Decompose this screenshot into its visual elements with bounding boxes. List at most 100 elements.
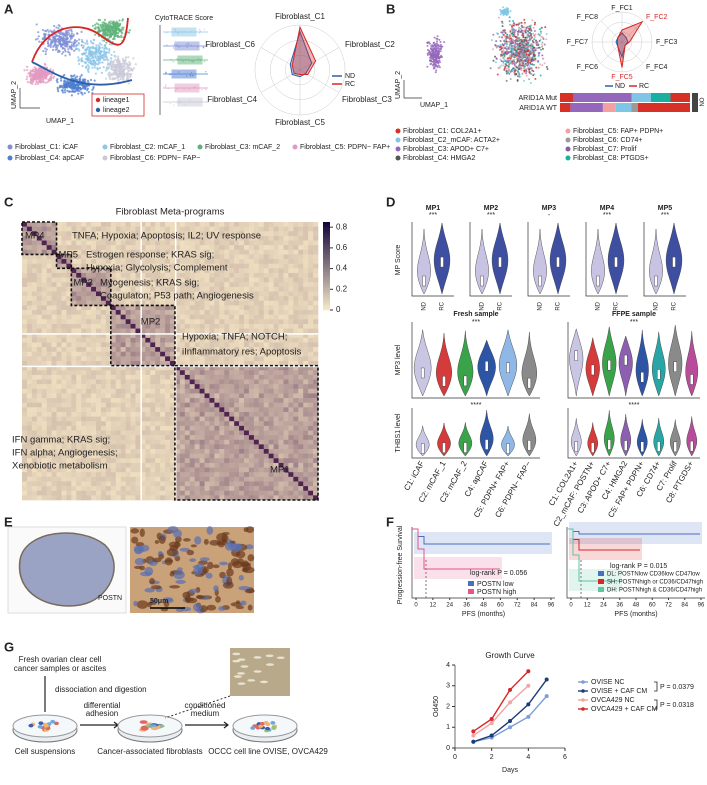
umap-dot (108, 43, 112, 46)
heatmap-cell (234, 314, 240, 320)
umap-dot (50, 73, 53, 77)
umap-dot (106, 58, 109, 62)
heatmap-cell (66, 328, 72, 334)
outlier (170, 58, 172, 61)
umap-dot (517, 50, 520, 53)
heatmap-cell (273, 370, 279, 376)
umap-dot (37, 72, 41, 75)
umap-dot (40, 71, 44, 74)
umap-dot (60, 44, 63, 47)
heatmap-cell (268, 300, 274, 306)
heatmap-cell (268, 245, 274, 251)
heatmap-cell (253, 259, 260, 264)
umap-dot (89, 78, 93, 82)
umap-dot (538, 34, 541, 37)
heatmap-cell (46, 296, 52, 302)
heatmap-cell (125, 356, 131, 362)
umap-dot (502, 33, 505, 36)
heatmap-cell (229, 282, 235, 288)
umap-dot (522, 66, 525, 69)
umap-dot (116, 59, 119, 62)
umap-dot (73, 82, 76, 85)
heatmap-cell (41, 342, 47, 348)
radar-label: F_FC6 (577, 64, 599, 71)
box (171, 69, 197, 79)
umap-dot (44, 47, 47, 50)
heatmap-cell (81, 361, 87, 366)
umap-dot (426, 65, 429, 68)
heatmap-cell (46, 351, 52, 357)
heatmap-cell (219, 254, 225, 260)
heatmap-cell (204, 272, 210, 278)
umap-dot (109, 63, 112, 66)
umap-dot (109, 22, 112, 26)
heatmap-cell (46, 319, 52, 325)
heatmap-cell (179, 374, 186, 380)
umap-dot (42, 49, 45, 53)
heatmap-cell (91, 361, 97, 366)
heatmap-cell (229, 259, 235, 264)
umap-dot (505, 50, 508, 53)
umap-dot (102, 58, 105, 62)
umap-dot (108, 26, 111, 29)
umap-dot (530, 58, 533, 61)
heatmap-cell (100, 310, 107, 315)
heatmap-cell (96, 370, 102, 376)
heatmap-cell (283, 249, 289, 255)
umap-dot (95, 44, 98, 47)
umap-dot (512, 24, 515, 27)
heatmap-cell (22, 305, 28, 311)
heatmap-cell (234, 259, 240, 264)
umap-dot (503, 35, 506, 38)
heatmap-cell (76, 314, 82, 320)
umap-dot (498, 35, 501, 38)
heatmap-cell (135, 347, 141, 353)
heatmap-cell (278, 286, 284, 292)
umap-dot (74, 84, 77, 87)
radar-spoke (299, 47, 340, 71)
umap-dot (498, 67, 501, 70)
heatmap-cell (293, 240, 299, 246)
umap-dot (60, 37, 63, 40)
umap-dot (526, 67, 529, 70)
umap-dot (530, 29, 533, 32)
heatmap-cell (184, 323, 191, 329)
umap-dot (86, 68, 90, 71)
umap-dot (82, 85, 85, 88)
heatmap-cell (86, 379, 92, 385)
heatmap-cell (130, 342, 136, 348)
umap-dot (439, 47, 442, 50)
heatmap-cell (26, 356, 33, 362)
umap-dot (516, 42, 519, 45)
heatmap-cell (61, 337, 67, 343)
outlier (172, 47, 175, 49)
umap-dot (518, 46, 521, 49)
umap-dot (61, 47, 64, 50)
heatmap-cell (130, 356, 136, 362)
umap-dot (113, 69, 116, 72)
heatmap-cell (135, 356, 141, 362)
heatmap-cell (184, 370, 191, 376)
umap-dot (35, 23, 38, 26)
heatmap-cell (145, 310, 151, 315)
umap-dot (49, 43, 53, 46)
heatmap-cell (36, 245, 43, 251)
umap-dot (529, 36, 532, 39)
umap-dot (528, 55, 531, 58)
umap-dot (532, 59, 535, 62)
umap-dot (54, 48, 57, 51)
heatmap-cell (100, 342, 107, 348)
heatmap-cell (303, 259, 309, 264)
umap-dot (108, 75, 111, 78)
umap-dot (538, 46, 541, 49)
heatmap-cell (263, 296, 269, 302)
heatmap-cell (41, 361, 47, 366)
umap-dot (497, 16, 500, 19)
heatmap-cell (100, 361, 107, 366)
umap-dot (514, 44, 517, 47)
heatmap-cell (81, 291, 87, 297)
umap-dot (70, 48, 74, 51)
outlier (165, 72, 167, 74)
heatmap-cell (224, 272, 230, 278)
heatmap-cell (22, 328, 28, 334)
